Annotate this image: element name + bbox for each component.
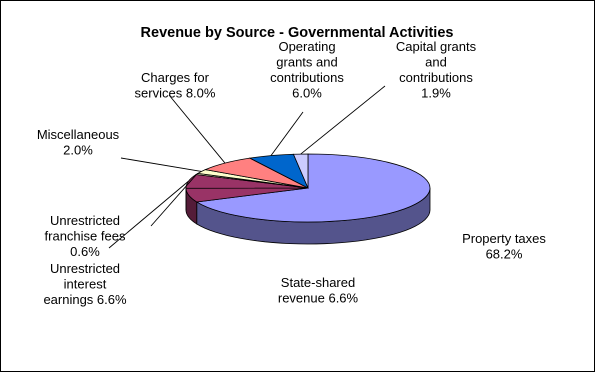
slice-label-line: contributions [399,70,473,85]
slice-label-line: and [425,55,447,70]
slice-label-miscellaneous: Miscellaneous 2.0% [37,127,120,158]
slice-label-charges-for-services: Charges for services 8.0% [135,70,216,101]
slice-property-taxes [195,153,431,223]
leader-line-capital-grants-and-contributions [300,85,386,155]
leader-line-operating-grants-and-contributions [270,111,304,156]
leader-line-miscellaneous [120,157,202,172]
slice-label-line: franchise fees [45,229,126,244]
slice-label-line: Operating [278,39,335,54]
slice-label-line: contributions [270,70,344,85]
slice-label-line: grants and [276,55,337,70]
leader-line-unrestricted-interest-earnings [108,180,189,249]
slice-label-state-shared-revenue: State-shared revenue 6.6% [278,275,359,306]
slice-label-line: 68.2% [486,247,523,262]
slice-label-line: 0.6% [70,244,100,259]
leader-line-charges-for-services [168,94,226,164]
slice-label-unrestricted-interest-earnings: Unrestricted interest earnings 6.6% [43,261,127,307]
slice-label-line: Charges for [141,70,210,85]
slice-label-line: earnings 6.6% [43,292,127,307]
slice-label-line: revenue 6.6% [278,291,359,306]
slice-label-line: Property taxes [462,231,546,246]
leader-line-unrestricted-franchise-fees [150,173,198,227]
slice-label-operating-grants-and-contributions: Operating grants and contributions 6.0% [270,39,344,101]
slice-label-line: Capital grants [396,39,477,54]
slice-label-line: 1.9% [421,86,451,101]
chart-title: Revenue by Source - Governmental Activit… [141,25,454,41]
slice-label-capital-grants-and-contributions: Capital grants and contributions 1.9% [396,39,477,101]
slice-label-line: Miscellaneous [37,127,120,142]
slice-label-line: interest [64,277,107,292]
slice-label-property-taxes: Property taxes 68.2% [462,231,546,262]
slice-label-unrestricted-franchise-fees: Unrestricted franchise fees 0.6% [45,213,126,259]
slice-label-line: services 8.0% [135,86,216,101]
slice-label-line: 2.0% [63,143,93,158]
slice-label-line: State-shared [281,275,355,290]
leader-lines [108,85,386,249]
slice-label-line: Unrestricted [50,213,120,228]
pie-tops [185,153,431,223]
slice-label-line: 6.0% [292,86,322,101]
slice-label-line: Unrestricted [50,261,120,276]
slice-labels: Property taxes 68.2% State-shared revenue 6… [37,39,547,307]
